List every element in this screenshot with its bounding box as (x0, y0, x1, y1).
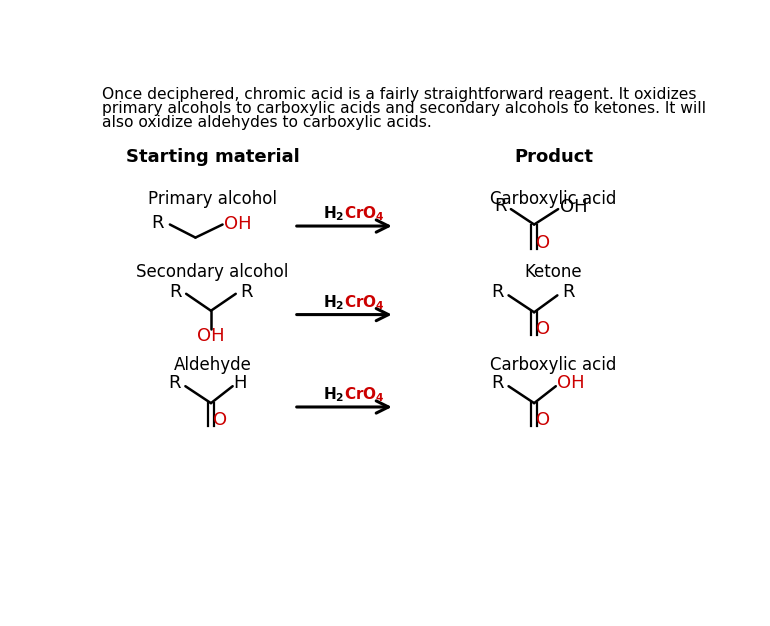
Text: Primary alcohol: Primary alcohol (148, 190, 277, 208)
Text: O: O (213, 411, 227, 429)
Text: H: H (233, 374, 246, 392)
Text: R: R (240, 283, 253, 301)
Text: $\mathbf{H_2}$: $\mathbf{H_2}$ (323, 204, 344, 223)
Text: OH: OH (224, 215, 252, 233)
Text: Ketone: Ketone (524, 264, 582, 281)
Text: OH: OH (197, 327, 225, 345)
Text: Secondary alcohol: Secondary alcohol (136, 264, 289, 281)
Text: $\mathbf{H_2}$: $\mathbf{H_2}$ (323, 293, 344, 312)
Text: $\mathbf{CrO_4}$: $\mathbf{CrO_4}$ (344, 386, 385, 404)
Text: Starting material: Starting material (126, 148, 300, 166)
Text: R: R (491, 283, 504, 301)
Text: O: O (537, 411, 551, 429)
Text: $\mathbf{H_2}$: $\mathbf{H_2}$ (323, 386, 344, 404)
Text: R: R (151, 214, 164, 232)
Text: OH: OH (560, 198, 588, 216)
Text: R: R (491, 374, 504, 392)
Text: also oxidize aldehydes to carboxylic acids.: also oxidize aldehydes to carboxylic aci… (102, 115, 432, 130)
Text: $\mathbf{CrO_4}$: $\mathbf{CrO_4}$ (344, 293, 385, 312)
Text: primary alcohols to carboxylic acids and secondary alcohols to ketones. It will: primary alcohols to carboxylic acids and… (102, 101, 706, 116)
Text: Carboxylic acid: Carboxylic acid (490, 190, 617, 208)
Text: O: O (536, 234, 550, 252)
Text: R: R (562, 283, 574, 301)
Text: R: R (169, 374, 181, 392)
Text: $\mathbf{CrO_4}$: $\mathbf{CrO_4}$ (344, 204, 385, 223)
Text: Once deciphered, chromic acid is a fairly straightforward reagent. It oxidizes: Once deciphered, chromic acid is a fairl… (102, 88, 697, 103)
Text: OH: OH (557, 374, 585, 392)
Text: Carboxylic acid: Carboxylic acid (490, 356, 617, 374)
Text: Product: Product (514, 148, 593, 166)
Text: O: O (537, 321, 551, 339)
Text: R: R (169, 283, 182, 301)
Text: Aldehyde: Aldehyde (173, 356, 252, 374)
Text: R: R (494, 197, 507, 215)
